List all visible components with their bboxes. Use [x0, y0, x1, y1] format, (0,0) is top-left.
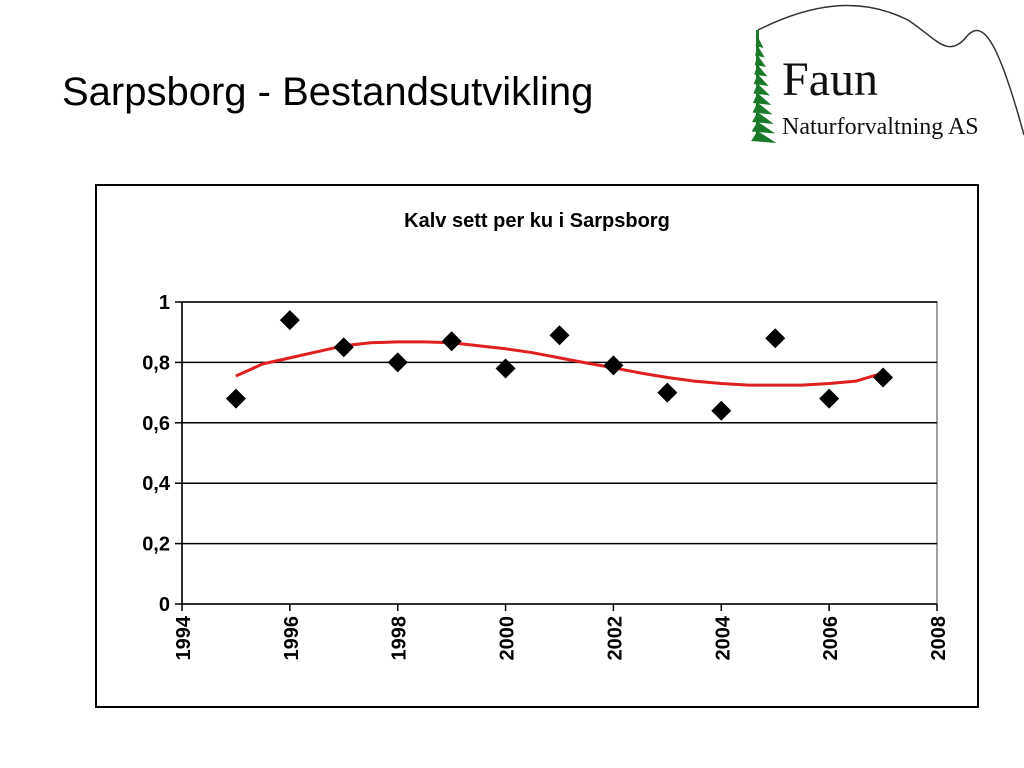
y-tick-label: 0,6	[142, 413, 170, 435]
data-point	[225, 388, 246, 409]
trend-line	[235, 340, 884, 387]
y-tick-label: 0	[159, 594, 170, 616]
data-point	[549, 325, 570, 346]
data-point	[441, 331, 462, 352]
y-tick-label: 0,4	[142, 473, 171, 495]
x-tick-label: 2000	[497, 616, 519, 661]
data-point	[333, 337, 354, 358]
tree-icon	[751, 30, 777, 143]
chart-title: Kalv sett per ku i Sarpsborg	[404, 210, 670, 232]
x-tick-label: 1998	[389, 616, 411, 661]
y-tick-label: 1	[159, 292, 170, 314]
x-tick-label: 2002	[604, 616, 626, 661]
x-tick-label: 2006	[820, 616, 842, 661]
logo-mountain-line	[757, 4, 1024, 136]
chart-frame: Kalv sett per ku i Sarpsborg 0 0,2 0,4 0,6 0…	[95, 184, 979, 708]
x-tick-label: 1996	[281, 616, 303, 661]
data-point	[819, 388, 840, 409]
data-point	[765, 328, 786, 349]
x-tick-label: 2004	[712, 615, 734, 660]
faun-logo	[751, 4, 1024, 143]
data-point	[711, 400, 732, 421]
data-point	[603, 355, 624, 376]
chart-plot: 0 0,2 0,4 0,6 0,8 1 1994 1996 1998 2000 2002 2004 20…	[142, 292, 950, 661]
data-point	[495, 358, 516, 379]
logo-title: Faun	[782, 53, 878, 106]
data-point	[657, 382, 678, 403]
data-point	[279, 310, 300, 331]
logo-subtitle: Naturforvaltning AS	[782, 114, 979, 140]
data-point	[387, 352, 408, 373]
x-tick-label: 1994	[173, 615, 195, 660]
plot-area	[181, 301, 938, 605]
y-tick-label: 0,2	[142, 534, 170, 556]
y-tick-label: 0,8	[142, 352, 170, 374]
slide-title: Sarpsborg - Bestandsutvikling	[62, 70, 594, 114]
x-tick-label: 2008	[928, 616, 950, 661]
data-point	[873, 367, 894, 388]
